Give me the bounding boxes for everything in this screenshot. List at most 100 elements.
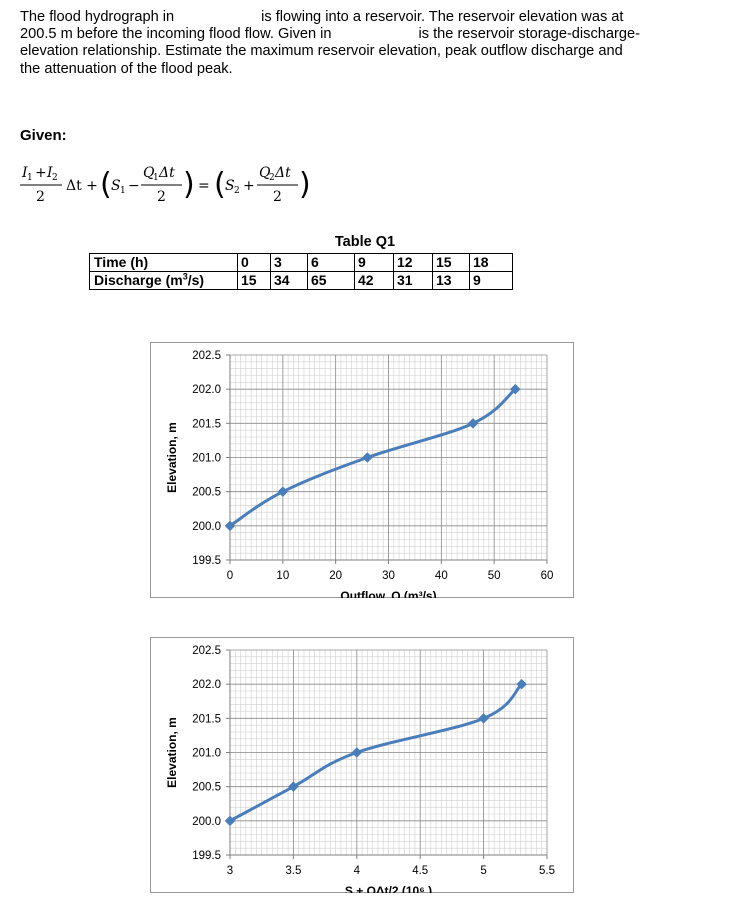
discharge-cell: 31	[393, 271, 433, 290]
discharge-cell: 13	[432, 271, 470, 290]
eq-q2: Q	[259, 165, 271, 181]
y-tick-label: 202.5	[192, 645, 221, 657]
y-axis-title: Elevation, m	[165, 422, 179, 493]
given-heading: Given:	[20, 127, 67, 144]
y-tick-label: 202.0	[192, 384, 221, 396]
y-tick-label: 200.0	[192, 816, 221, 828]
time-cell: 9	[354, 253, 394, 272]
routing-equation: I 1 + I 2 2 Δt + ( S 1 − Q 1 Δt 2 ) = ( …	[20, 165, 311, 205]
y-tick-label: 201.5	[192, 713, 221, 725]
chart-grid	[229, 649, 548, 856]
x-axis-title: S + QΔt/2 (10⁶ )	[345, 884, 432, 893]
x-tick-label: 60	[541, 570, 554, 582]
x-tick-label: 5.5	[539, 865, 555, 877]
problem-line-4: the attenuation of the flood peak.	[20, 60, 233, 77]
time-cell: 3	[270, 253, 308, 272]
discharge-cell: 15	[237, 271, 271, 290]
eq-i1: I	[21, 165, 28, 181]
x-tick-label: 10	[276, 570, 289, 582]
row-label-discharge: Discharge (m3/s)	[89, 271, 238, 290]
eq-s1: S	[111, 178, 121, 194]
eq-dt: Δt +	[66, 178, 98, 194]
data-point-marker	[288, 781, 299, 793]
time-cell: 15	[432, 253, 470, 272]
time-cell: 0	[237, 253, 271, 272]
x-tick-label: 4	[354, 865, 361, 877]
eq-q1-sub: 1	[153, 173, 159, 183]
x-axis-title: Outflow, Q (m³/s)	[340, 589, 436, 598]
table-caption: Table Q1	[334, 234, 396, 250]
data-point-marker	[224, 815, 236, 827]
y-tick-label: 200.5	[192, 782, 221, 794]
eq-s2-sub: 2	[234, 186, 240, 196]
discharge-cell: 34	[270, 271, 308, 290]
eq-s2: S	[225, 178, 235, 194]
eq-paren-open-2: (	[214, 167, 226, 202]
eq-den-2: 2	[157, 189, 166, 205]
x-tick-label: 0	[227, 570, 233, 582]
eq-paren-close-1: )	[183, 167, 195, 202]
y-tick-label: 201.0	[192, 748, 221, 760]
eq-q1-dt: Δt	[158, 165, 175, 181]
discharge-cell: 65	[307, 271, 355, 290]
row-label-time: Time (h)	[89, 253, 238, 272]
chart-grid	[229, 354, 548, 561]
problem-line-1: The flood hydrograph in is flowing into a…	[20, 9, 624, 25]
eq-den-3: 2	[273, 189, 282, 205]
eq-q1: Q	[143, 165, 155, 181]
eq-s1-sub: 1	[120, 186, 126, 196]
eq-paren-close-2: )	[299, 167, 311, 202]
x-tick-label: 40	[435, 570, 448, 582]
y-axis-title: Elevation, m	[165, 717, 179, 788]
eq-equals: =	[198, 178, 210, 194]
chart-svg: 202.5 202.0 201.5 201.0 200.5 200.0 199.5 0 10 20…	[150, 342, 574, 598]
table-row-discharge: Discharge (m3/s) 15 34 65 42 31 13 9	[89, 271, 513, 290]
time-cell: 12	[393, 253, 433, 272]
eq-i2: I	[46, 165, 53, 181]
eq-paren-open-1: (	[100, 167, 112, 202]
data-point-marker	[277, 486, 289, 498]
eq-q2-sub: 2	[269, 173, 275, 183]
x-tick-label: 50	[488, 570, 501, 582]
eq-plus-2: +	[243, 178, 255, 194]
eq-i2-sub: 2	[52, 173, 58, 183]
problem-line-3: elevation relationship. Estimate the max…	[20, 43, 623, 60]
data-point-marker	[516, 678, 527, 690]
x-tick-label: 3	[227, 865, 233, 877]
data-point-marker	[362, 452, 373, 463]
x-tick-label: 3.5	[285, 865, 301, 877]
y-tick-label: 201.0	[192, 453, 221, 465]
problem-statement: The flood hydrograph in is flowing into a…	[20, 9, 710, 78]
elevation-storage-chart: 202.5 202.0 201.5 201.0 200.5 200.0 199.5 3 3.5 4…	[150, 637, 574, 893]
eq-plus-1: +	[35, 165, 47, 181]
discharge-cell: 9	[469, 271, 513, 290]
y-tick-label: 200.5	[192, 487, 221, 499]
problem-line-2: 200.5 m before the incoming flood flow. …	[20, 26, 640, 43]
data-point-marker	[224, 520, 236, 532]
table-row-time: Time (h) 0 3 6 9 12 15 18	[89, 253, 513, 272]
y-tick-label: 201.5	[192, 418, 221, 430]
eq-q2-dt: Δt	[274, 165, 291, 181]
data-point-marker	[478, 712, 489, 724]
x-tick-label: 5	[480, 865, 486, 877]
hydrograph-table: Time (h) 0 3 6 9 12 15 18 Discharge (m3/…	[89, 253, 513, 290]
y-tick-label: 202.0	[192, 679, 221, 691]
data-point-marker	[467, 417, 479, 429]
data-point-marker	[509, 383, 521, 395]
x-tick-label: 20	[329, 570, 342, 582]
y-tick-label: 199.5	[192, 555, 221, 567]
discharge-cell: 42	[354, 271, 394, 290]
eq-den-1: 2	[36, 189, 45, 205]
chart-svg: 202.5 202.0 201.5 201.0 200.5 200.0 199.5 3 3.5 4…	[150, 637, 574, 893]
y-tick-label: 199.5	[192, 850, 221, 862]
eq-minus: −	[128, 178, 140, 194]
eq-i1-sub: 1	[27, 173, 33, 183]
time-cell: 18	[469, 253, 513, 272]
x-tick-label: 30	[382, 570, 395, 582]
data-point-marker	[351, 747, 363, 758]
y-tick-label: 202.5	[192, 350, 221, 362]
elevation-outflow-chart: 202.5 202.0 201.5 201.0 200.5 200.0 199.5 0 10 20…	[150, 342, 574, 598]
x-tick-label: 4.5	[412, 865, 428, 877]
y-tick-label: 200.0	[192, 521, 221, 533]
time-cell: 6	[307, 253, 355, 272]
